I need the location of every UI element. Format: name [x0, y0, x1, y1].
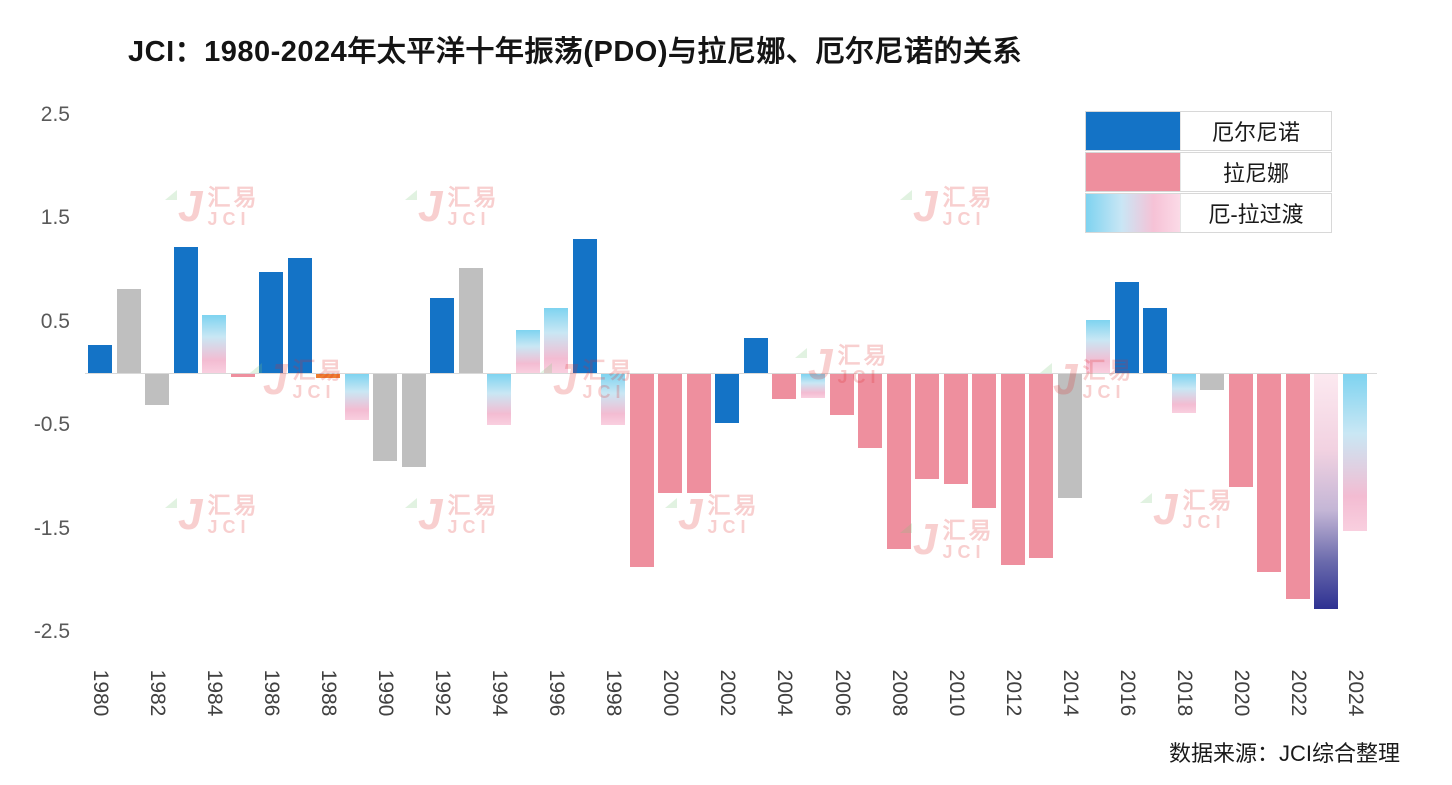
x-axis-tick: 2008	[887, 669, 911, 717]
bar-2008	[886, 373, 911, 550]
x-axis-tick: 2016	[1115, 669, 1139, 717]
bar-1998	[601, 373, 626, 426]
chart-title: JCI：1980-2024年太平洋十年振荡(PDO)与拉尼娜、厄尔尼诺的关系	[128, 36, 1022, 68]
y-axis-tick: -2.5	[33, 620, 70, 644]
x-axis-tick: 2018	[1172, 669, 1196, 717]
bar-2016	[1114, 282, 1139, 374]
bar-2017	[1143, 308, 1168, 374]
bar-2007	[858, 373, 883, 449]
x-axis-tick: 2010	[944, 669, 968, 717]
y-axis-tick: 2.5	[40, 102, 70, 126]
bar-1999	[629, 373, 654, 568]
bar-2003	[743, 338, 768, 374]
bar-1991	[401, 373, 426, 467]
bar-1981	[116, 288, 141, 374]
x-axis-tick: 1994	[488, 669, 512, 717]
bar-2009	[915, 373, 940, 480]
x-axis-tick: 1990	[374, 669, 398, 717]
x-axis-tick: 2020	[1229, 669, 1253, 717]
legend-item-lanina: 拉尼娜	[1085, 152, 1332, 192]
bar-1980	[88, 344, 112, 374]
bar-1982	[145, 373, 170, 405]
x-axis-tick: 1984	[203, 669, 227, 717]
bar-2024	[1342, 373, 1367, 531]
bar-2014	[1057, 373, 1082, 498]
legend-label: 厄尔尼诺	[1211, 120, 1300, 145]
x-axis-tick: 2002	[716, 669, 740, 717]
bar-1988	[316, 373, 341, 378]
x-axis-tick: 2014	[1058, 669, 1082, 717]
x-axis-tick: 2024	[1343, 669, 1367, 717]
x-axis-tick: 1996	[545, 669, 569, 717]
bar-2000	[658, 373, 683, 493]
legend-swatch-elnino	[1086, 112, 1181, 150]
x-axis-tick: 1988	[317, 669, 341, 717]
legend-swatch-transition	[1086, 194, 1181, 232]
bar-2011	[972, 373, 997, 509]
bar-2023	[1314, 373, 1339, 610]
y-axis-tick: 1.5	[40, 206, 70, 230]
y-axis-tick: -1.5	[33, 516, 70, 540]
bar-1996	[544, 308, 569, 374]
bar-1983	[173, 247, 198, 374]
source-note: 数据来源：JCI综合整理	[1168, 741, 1400, 766]
legend-swatch-lanina	[1086, 153, 1181, 191]
x-axis-tick: 2000	[659, 669, 683, 717]
x-axis-tick: 1980	[89, 669, 112, 717]
bar-1984	[202, 314, 227, 374]
bar-1997	[572, 238, 597, 374]
bar-2004	[772, 373, 797, 400]
y-axis-tick: 0.5	[40, 309, 70, 333]
bar-1990	[373, 373, 398, 462]
bar-1994	[487, 373, 512, 426]
x-axis-tick: 2004	[773, 669, 797, 717]
bar-2012	[1000, 373, 1025, 565]
y-axis-tick: -0.5	[33, 413, 70, 437]
bar-2013	[1029, 373, 1054, 558]
bar-1995	[515, 330, 540, 374]
bar-2005	[801, 373, 825, 399]
bar-2002	[715, 373, 740, 424]
x-axis-tick: 1998	[602, 669, 626, 717]
bar-2015	[1086, 319, 1111, 374]
bar-2021	[1257, 373, 1282, 573]
bar-1987	[287, 257, 312, 374]
legend-label: 拉尼娜	[1222, 161, 1289, 186]
bar-1986	[259, 272, 284, 374]
legend-label: 厄-拉过渡	[1208, 202, 1304, 227]
legend: 厄尔尼诺拉尼娜厄-拉过渡	[1085, 111, 1332, 234]
bar-2001	[686, 373, 711, 493]
bar-1985	[230, 373, 255, 377]
bar-1989	[344, 373, 369, 421]
bar-2018	[1171, 373, 1196, 413]
x-axis-tick: 1992	[431, 669, 455, 717]
bar-2010	[943, 373, 968, 485]
legend-item-transition: 厄-拉过渡	[1085, 193, 1332, 233]
bar-2006	[829, 373, 854, 415]
x-axis-tick: 2012	[1001, 669, 1025, 717]
x-axis-tick: 1986	[260, 669, 284, 717]
bar-2022	[1285, 373, 1310, 600]
x-axis-tick: 2006	[830, 669, 854, 717]
bar-2019	[1200, 373, 1225, 391]
bar-2020	[1228, 373, 1253, 488]
x-axis-tick: 2022	[1286, 669, 1310, 717]
x-axis-tick: 1982	[146, 669, 170, 717]
bar-1993	[458, 267, 483, 374]
legend-item-elnino: 厄尔尼诺	[1085, 111, 1332, 151]
bar-1992	[430, 297, 455, 374]
